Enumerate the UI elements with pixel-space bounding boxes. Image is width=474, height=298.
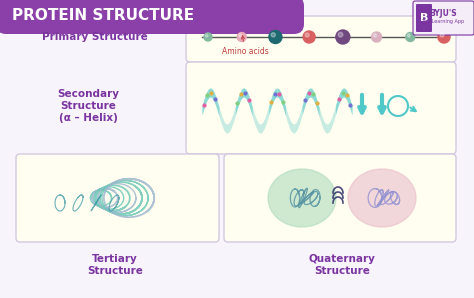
FancyArrowPatch shape — [410, 107, 416, 111]
Circle shape — [271, 33, 275, 37]
Text: The Learning App: The Learning App — [421, 19, 465, 24]
FancyBboxPatch shape — [224, 154, 456, 242]
Circle shape — [239, 34, 242, 37]
FancyBboxPatch shape — [16, 154, 219, 242]
Ellipse shape — [268, 169, 336, 227]
Text: Amino acids: Amino acids — [222, 36, 269, 56]
Circle shape — [237, 32, 246, 41]
FancyArrowPatch shape — [359, 95, 365, 113]
Text: BYJU'S: BYJU'S — [429, 10, 457, 18]
Circle shape — [373, 34, 376, 37]
Circle shape — [406, 32, 415, 41]
FancyArrowPatch shape — [379, 95, 385, 113]
Circle shape — [407, 34, 410, 37]
Circle shape — [438, 31, 450, 43]
Text: PROTEIN STRUCTURE: PROTEIN STRUCTURE — [12, 7, 194, 23]
Circle shape — [204, 33, 212, 41]
Text: Quaternary
Structure: Quaternary Structure — [309, 254, 375, 276]
Circle shape — [440, 33, 444, 37]
Text: Secondary
Structure
(α – Helix): Secondary Structure (α – Helix) — [57, 89, 119, 122]
FancyBboxPatch shape — [186, 62, 456, 154]
Circle shape — [372, 32, 382, 42]
Ellipse shape — [348, 169, 416, 227]
Circle shape — [269, 30, 282, 44]
Circle shape — [303, 31, 315, 43]
Circle shape — [205, 34, 208, 37]
Circle shape — [336, 30, 350, 44]
Text: B: B — [420, 13, 428, 23]
FancyBboxPatch shape — [0, 0, 304, 34]
FancyBboxPatch shape — [416, 4, 432, 32]
FancyBboxPatch shape — [186, 16, 456, 62]
FancyBboxPatch shape — [0, 0, 150, 30]
Circle shape — [305, 33, 309, 37]
FancyBboxPatch shape — [413, 1, 474, 35]
Circle shape — [338, 32, 343, 37]
Text: Tertiary
Structure: Tertiary Structure — [87, 254, 143, 276]
Text: Primary Structure: Primary Structure — [42, 32, 148, 42]
